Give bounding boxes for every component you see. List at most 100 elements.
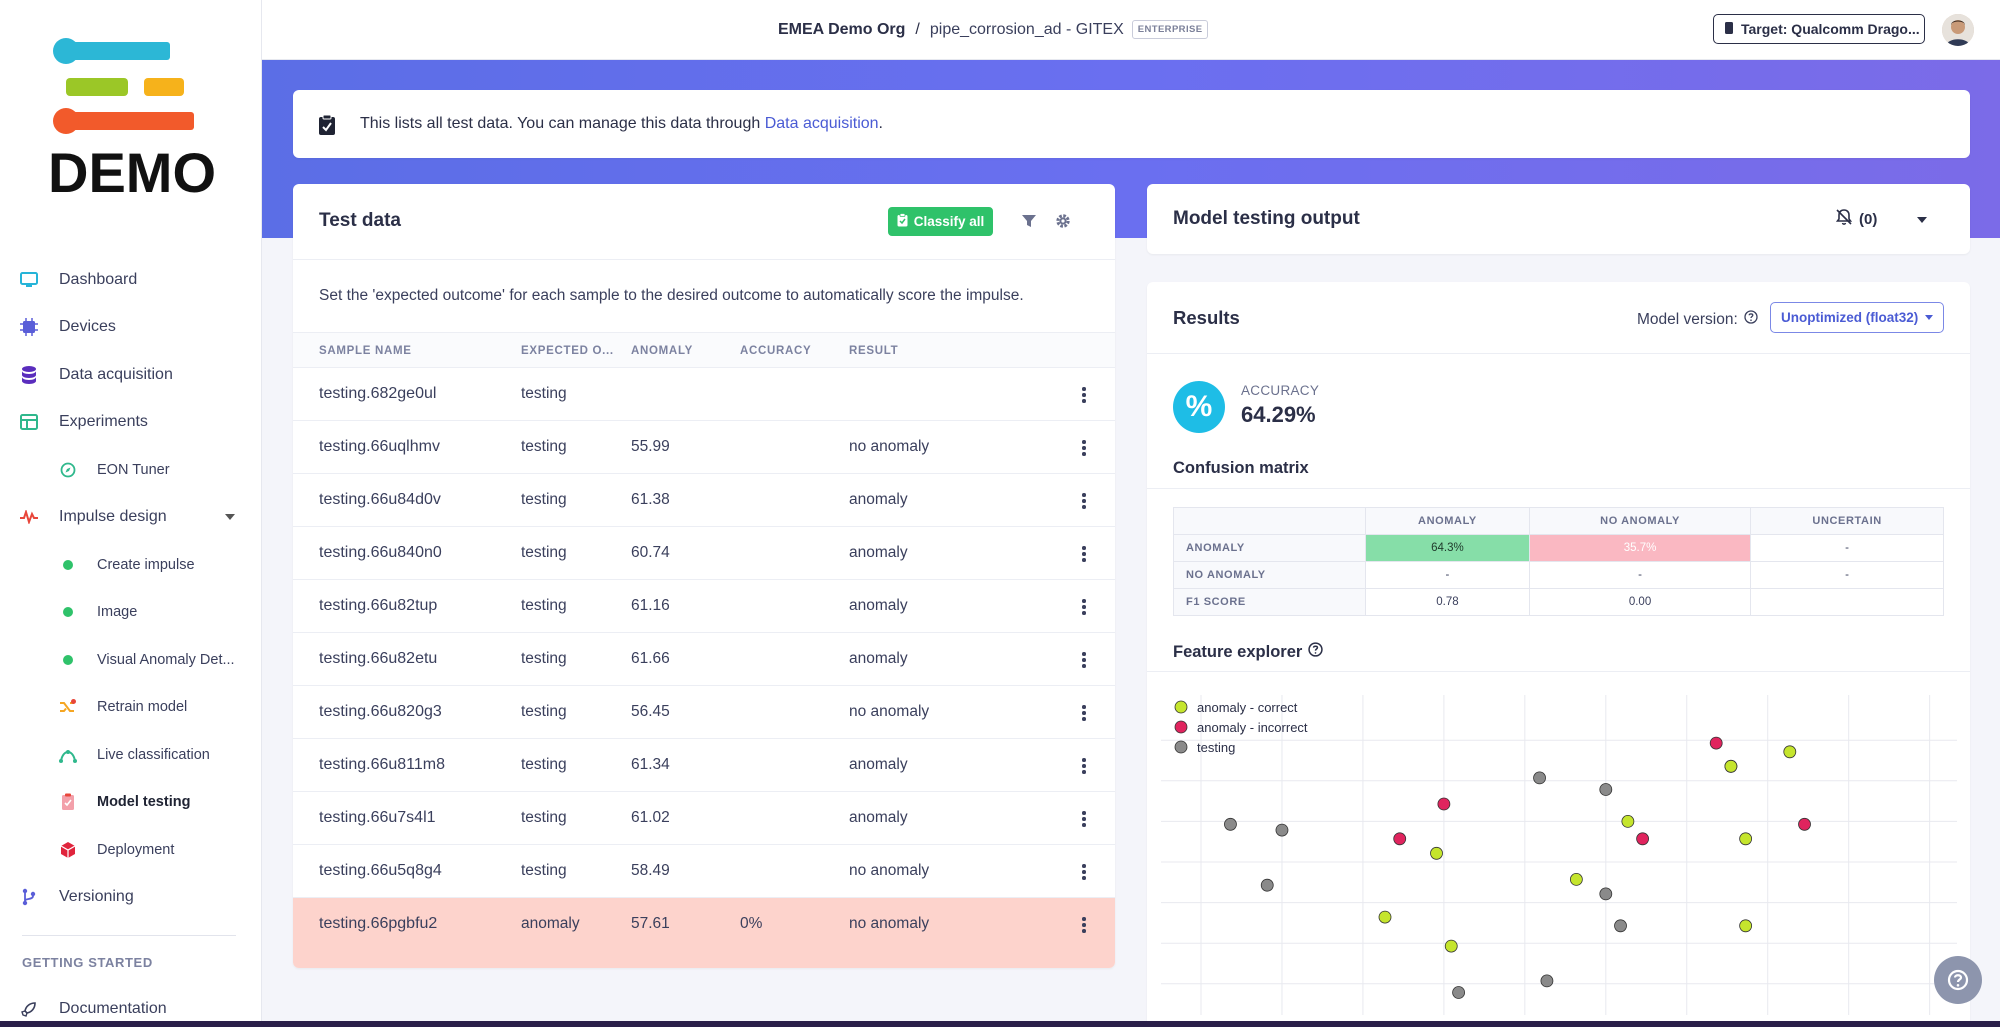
matrix-column-header: UNCERTAIN [1750, 507, 1944, 535]
logo[interactable]: DEMO [48, 38, 218, 204]
sidebar-item-impulse-design[interactable]: Impulse design [0, 494, 261, 542]
data-acquisition-link[interactable]: Data acquisition [764, 115, 879, 132]
data-point[interactable] [1739, 919, 1753, 933]
sidebar-item-eon-tuner[interactable]: EON Tuner [0, 446, 261, 494]
sidebar-item-dashboard[interactable]: Dashboard [0, 256, 261, 304]
target-device-button[interactable]: Target: Qualcomm Drago... [1713, 14, 1925, 44]
data-point[interactable] [1452, 986, 1466, 999]
sidebar-item-label: Image [97, 604, 138, 621]
sidebar-item-live-classification[interactable]: Live classification [0, 731, 261, 779]
data-point[interactable] [1260, 878, 1274, 892]
row-menu-icon[interactable] [1077, 703, 1091, 723]
row-menu-icon[interactable] [1077, 756, 1091, 776]
data-point[interactable] [1224, 817, 1237, 831]
data-point[interactable] [1437, 797, 1451, 811]
data-point[interactable] [1709, 736, 1723, 750]
column-header[interactable]: ANOMALY [631, 345, 693, 357]
row-menu-icon[interactable] [1077, 650, 1091, 670]
legend-label[interactable]: anomaly - correct [1197, 700, 1298, 715]
row-menu-icon[interactable] [1077, 491, 1091, 511]
data-point[interactable] [1783, 745, 1797, 759]
legend-label[interactable]: anomaly - incorrect [1197, 720, 1308, 735]
legend-label[interactable]: testing [1197, 740, 1235, 755]
filter-icon[interactable] [1018, 210, 1040, 232]
data-point[interactable] [1444, 939, 1458, 953]
table-row[interactable]: testing.66uqlhmv testing 55.99 no anomaly [293, 421, 1115, 474]
table-row[interactable]: testing.66pgbfu2 anomaly 57.61 0% no anomaly [293, 898, 1115, 968]
chevron-down-icon[interactable] [225, 514, 235, 521]
expected-outcome: anomaly [521, 915, 580, 932]
data-point[interactable] [1614, 919, 1627, 933]
table-row[interactable]: testing.66u82etu testing 61.66 anomaly [293, 633, 1115, 686]
table-row[interactable]: testing.66u5q8g4 testing 58.49 no anomaly [293, 845, 1115, 898]
notifications-toggle[interactable]: (0) [1835, 208, 1877, 230]
result-cell: no anomaly [849, 915, 930, 932]
clipboard-icon [897, 213, 908, 230]
test-data-hint: Set the 'expected outcome' for each samp… [319, 287, 1024, 304]
table-row[interactable]: testing.66u7s4l1 testing 61.02 anomaly [293, 792, 1115, 845]
help-icon[interactable] [1308, 642, 1323, 662]
table-row[interactable]: testing.682ge0ul testing [293, 368, 1115, 421]
result-cell: no anomaly [849, 703, 930, 720]
anomaly-score: 61.34 [631, 756, 670, 773]
model-version-select[interactable]: Unoptimized (float32) [1770, 302, 1944, 333]
table-row[interactable]: testing.66u840n0 testing 60.74 anomaly [293, 527, 1115, 580]
chevron-down-icon[interactable] [1917, 217, 1927, 223]
data-point[interactable] [1798, 817, 1811, 831]
data-point[interactable] [1533, 771, 1546, 785]
data-point[interactable] [1599, 887, 1613, 901]
breadcrumb-org[interactable]: EMEA Demo Org [778, 20, 906, 38]
table-row[interactable]: testing.66u820g3 testing 56.45 no anomaly [293, 686, 1115, 739]
table-row[interactable]: testing.66u82tup testing 61.16 anomaly [293, 580, 1115, 633]
row-menu-icon[interactable] [1077, 862, 1091, 882]
row-menu-icon[interactable] [1077, 385, 1091, 405]
help-button[interactable] [1934, 956, 1982, 1004]
row-menu-icon[interactable] [1077, 597, 1091, 617]
results-card: Results Model version: Unoptimized (floa… [1147, 282, 1970, 1027]
sidebar-item-data-acquisition[interactable]: Data acquisition [0, 351, 261, 399]
sidebar-item-documentation[interactable]: Documentation [0, 985, 261, 1027]
sidebar-item-devices[interactable]: Devices [0, 304, 261, 352]
data-point[interactable] [1540, 974, 1554, 988]
sidebar-item-label: Live classification [97, 746, 210, 763]
sidebar-item-versioning[interactable]: Versioning [0, 874, 261, 922]
row-menu-icon[interactable] [1077, 544, 1091, 564]
data-point[interactable] [1393, 832, 1407, 846]
feature-explorer-chart[interactable]: anomaly - correct anomaly - incorrect test… [1161, 685, 1957, 1015]
data-point[interactable] [1636, 832, 1650, 846]
gear-icon[interactable] [1052, 210, 1074, 232]
column-header[interactable]: RESULT [849, 345, 899, 357]
table-row[interactable]: testing.66u84d0v testing 61.38 anomaly [293, 474, 1115, 527]
avatar[interactable] [1942, 14, 1974, 46]
data-point[interactable] [1378, 910, 1392, 924]
sidebar-item-deployment[interactable]: Deployment [0, 826, 261, 874]
legend-marker [1174, 700, 1188, 714]
sidebar-item-visual-anomaly[interactable]: Visual Anomaly Det... [0, 636, 261, 684]
column-header[interactable]: EXPECTED O... [521, 345, 614, 357]
row-menu-icon[interactable] [1077, 915, 1091, 935]
classify-all-button[interactable]: Classify all [888, 207, 993, 236]
breadcrumb-project[interactable]: pipe_corrosion_ad - GITEX [929, 20, 1124, 38]
data-point[interactable] [1430, 846, 1443, 860]
rocket-icon [20, 1000, 38, 1018]
help-icon[interactable] [1744, 310, 1758, 329]
sidebar-item-experiments[interactable]: Experiments [0, 399, 261, 447]
sidebar-item-model-testing[interactable]: Model testing [0, 779, 261, 827]
data-point[interactable] [1621, 814, 1635, 828]
data-point[interactable] [1275, 823, 1289, 837]
table-row[interactable]: testing.66u811m8 testing 61.34 anomaly [293, 739, 1115, 792]
sidebar-item-create-impulse[interactable]: Create impulse [0, 541, 261, 589]
row-menu-icon[interactable] [1077, 438, 1091, 458]
sidebar-item-label: Dashboard [59, 270, 138, 288]
data-point[interactable] [1599, 783, 1613, 796]
data-point[interactable] [1739, 832, 1753, 846]
row-menu-icon[interactable] [1077, 809, 1091, 829]
data-point[interactable] [1569, 872, 1583, 886]
sidebar-item-retrain-model[interactable]: Retrain model [0, 684, 261, 732]
data-point[interactable] [1724, 759, 1738, 773]
sidebar-item-label: Documentation [59, 999, 167, 1017]
column-header[interactable]: SAMPLE NAME [319, 345, 412, 357]
column-header[interactable]: ACCURACY [740, 345, 812, 357]
sidebar-item-image[interactable]: Image [0, 589, 261, 637]
sample-name: testing.66uqlhmv [319, 438, 440, 455]
